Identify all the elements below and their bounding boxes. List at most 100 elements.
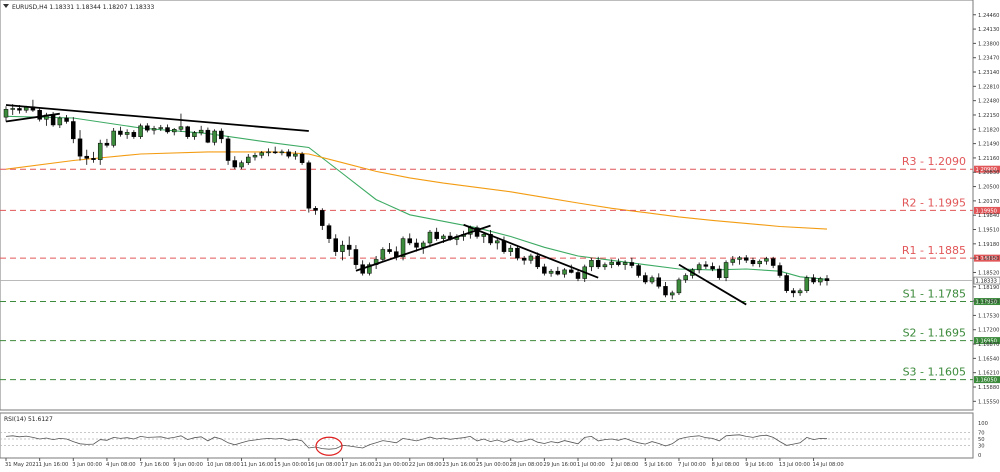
- time-tick-label: 9 Jul 16:00: [745, 462, 773, 468]
- candle-bearish: [501, 240, 507, 252]
- price-tick-label: 1.19840: [978, 213, 999, 219]
- candle-bullish: [676, 279, 682, 294]
- price-tick-label: 1.16870: [978, 342, 999, 348]
- candle-bearish: [555, 270, 561, 275]
- current-price-tag-text: 1.18333: [976, 279, 997, 285]
- candle-bullish: [757, 260, 762, 265]
- symbol-quote-line: EURUSD,H4 1.18331 1.18344 1.18207 1.1833…: [12, 4, 154, 11]
- candle-bullish: [293, 153, 298, 157]
- candle-bearish: [743, 257, 749, 261]
- price-tick-label: 1.20500: [978, 185, 999, 191]
- time-tick-label: 31 May 2021: [5, 462, 39, 468]
- resistance-price-tag: [974, 206, 1000, 214]
- candle-bearish: [77, 138, 83, 157]
- support-price-tag: [974, 376, 1000, 384]
- time-tick-label: 1 Jun 16:00: [39, 462, 69, 468]
- candle-bearish: [474, 227, 480, 237]
- candle-bullish: [367, 264, 372, 274]
- candle-bearish: [91, 158, 96, 160]
- time-tick-label: 11 Jun 16:00: [241, 462, 274, 468]
- candle-bearish: [71, 121, 76, 140]
- support-price-tag-text: 1.16050: [976, 378, 997, 384]
- resistance-price-tag: [974, 165, 1000, 173]
- candle-bearish: [165, 127, 170, 133]
- candle-bearish: [595, 260, 601, 268]
- candle-bearish: [717, 268, 722, 278]
- price-axis: 1.24460 1.24130 1.23800 1.23470 1.23140 1.228…: [973, 13, 999, 405]
- support-label: S2 - 1.1695: [903, 327, 966, 340]
- candle-bullish: [508, 247, 513, 252]
- price-tick-label: 1.18850: [978, 256, 999, 262]
- candle-bullish: [669, 292, 675, 296]
- price-tick-label: 1.18520: [978, 270, 999, 276]
- candle-bearish: [145, 125, 150, 131]
- support-price-tag: [974, 298, 1000, 306]
- candle-bearish: [663, 286, 668, 296]
- time-tick-label: 28 Jun 08:00: [510, 462, 543, 468]
- price-tick-label: 1.23800: [978, 41, 999, 47]
- trendline: [678, 263, 747, 306]
- candle-bearish: [750, 260, 756, 265]
- candle-bullish: [683, 275, 688, 281]
- symbol-header[interactable]: EURUSD,H4 1.18331 1.18344 1.18207 1.1833…: [3, 4, 154, 11]
- candle-bullish: [548, 270, 554, 274]
- time-tick-label: 9 Jun 00:00: [173, 462, 203, 468]
- candle-bullish: [239, 162, 244, 168]
- candle-bullish: [495, 240, 500, 244]
- time-tick-label: 22 Jun 08:00: [409, 462, 442, 468]
- time-tick-label: 17 Jun 16:00: [341, 462, 374, 468]
- candle-bullish: [562, 269, 567, 275]
- time-tick-label: 1 Jul 00:00: [577, 462, 605, 468]
- candle-bearish: [488, 234, 493, 244]
- time-tick-label: 13 Jul 00:00: [779, 462, 810, 468]
- time-tick-label: 8 Jul 08:00: [712, 462, 740, 468]
- price-tick-label: 1.15550: [978, 399, 999, 405]
- resistance-label: R3 - 1.2090: [902, 155, 966, 168]
- candle-bullish: [279, 151, 285, 154]
- resistance-price-tag: [974, 254, 1000, 262]
- price-tick-label: 1.17200: [978, 328, 999, 334]
- candle-bearish: [629, 262, 635, 266]
- moving-average-layer: [5, 115, 828, 280]
- time-tick-label: 5 Jul 16:00: [644, 462, 672, 468]
- collapse-triangle-icon[interactable]: [3, 4, 9, 8]
- trendline: [5, 104, 309, 132]
- time-tick-label: 14 Jul 08:00: [813, 462, 844, 468]
- time-tick-label: 10 Jun 08:00: [207, 462, 240, 468]
- candle-bearish: [811, 277, 816, 283]
- price-tick-label: 1.24460: [978, 13, 999, 19]
- candle-bearish: [636, 265, 641, 276]
- candle-bullish: [259, 152, 264, 156]
- time-axis: 31 May 2021 1 Jun 16:00 3 Jun 00:00 4 Jun 0…: [5, 458, 844, 468]
- candle-bearish: [205, 129, 211, 143]
- price-tick-label: 1.24130: [978, 27, 999, 33]
- candle-bearish: [84, 155, 90, 159]
- rsi-axis-label: 0: [978, 453, 981, 459]
- rsi-axis-label: 70: [978, 431, 985, 437]
- candle-bullish: [528, 255, 534, 261]
- candle-bullish: [427, 231, 433, 244]
- price-tick-label: 1.23140: [978, 70, 999, 76]
- current-price-tag: [973, 276, 1000, 285]
- candle-bullish: [481, 234, 487, 237]
- candle-bullish: [10, 108, 15, 110]
- candle-bullish: [192, 132, 197, 137]
- price-tick-label: 1.17860: [978, 299, 999, 305]
- trendline-layer: [5, 104, 747, 306]
- candle-bearish: [185, 126, 190, 137]
- time-tick-label: 21 Jun 00:00: [375, 462, 408, 468]
- candle-bullish: [158, 127, 164, 129]
- candle-bullish: [649, 277, 655, 283]
- price-tick-label: 1.18190: [978, 285, 999, 291]
- candle-bearish: [333, 238, 338, 252]
- time-tick-label: 7 Jul 00:00: [678, 462, 706, 468]
- price-tick-label: 1.19510: [978, 228, 999, 234]
- candle-bearish: [272, 151, 278, 154]
- candle-bullish: [57, 117, 63, 126]
- candle-bearish: [64, 117, 69, 122]
- candle-bearish: [346, 244, 352, 250]
- rsi-axis-label: 50: [978, 437, 985, 443]
- candle-bearish: [219, 130, 224, 140]
